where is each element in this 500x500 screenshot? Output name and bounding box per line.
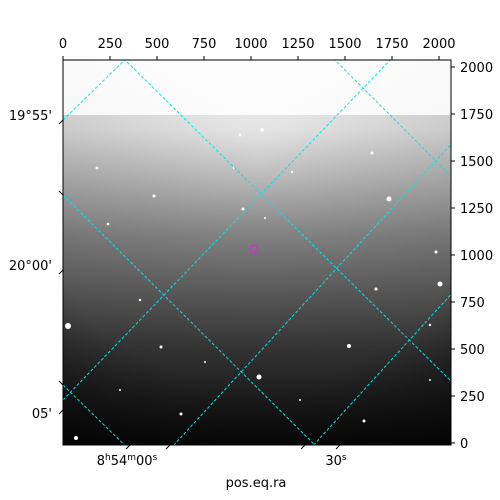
sky-image	[63, 60, 451, 445]
right-tick-label: 1250	[460, 202, 493, 217]
right-tick-label: 2000	[460, 61, 493, 76]
top-tick-label: 750	[192, 37, 217, 52]
right-tick-label: 500	[460, 343, 485, 358]
right-tick-label: 1000	[460, 249, 493, 264]
top-tick-label: 2000	[422, 37, 455, 52]
right-tick-label: 1500	[460, 155, 493, 170]
target-marker	[249, 244, 259, 254]
right-tick-label: 250	[460, 390, 485, 405]
top-tick-label: 250	[98, 37, 123, 52]
right-axis: 0 250 500 750 1000 1250 1500 1750 2000	[451, 61, 493, 452]
right-tick-label: 1750	[460, 108, 493, 123]
right-tick-label: 750	[460, 296, 485, 311]
dec-axis: 19°55' 20°00' 05'	[9, 109, 64, 422]
right-tick-label: 0	[460, 437, 468, 452]
dec-label: 19°55'	[9, 109, 52, 124]
top-tick-label: 1250	[281, 37, 314, 52]
top-tick-label: 500	[145, 37, 170, 52]
dec-label: 05'	[32, 407, 52, 422]
top-tick-label: 1500	[328, 37, 361, 52]
top-tick-label: 0	[59, 37, 67, 52]
top-axis: 0 250 500 750 1000 1250 1500 1750 2000	[59, 37, 456, 60]
dec-label: 20°00'	[9, 259, 52, 274]
coordinate-grid	[63, 60, 451, 445]
ra-axis: 8h54m00s 30s	[97, 444, 347, 469]
top-tick-label: 1750	[375, 37, 408, 52]
plot-frame	[62, 59, 452, 446]
ra-label: 30s	[325, 453, 347, 469]
x-axis-title: pos.eq.ra	[226, 476, 287, 491]
top-tick-label: 1000	[234, 37, 267, 52]
ra-label: 8h54m00s	[97, 453, 158, 469]
